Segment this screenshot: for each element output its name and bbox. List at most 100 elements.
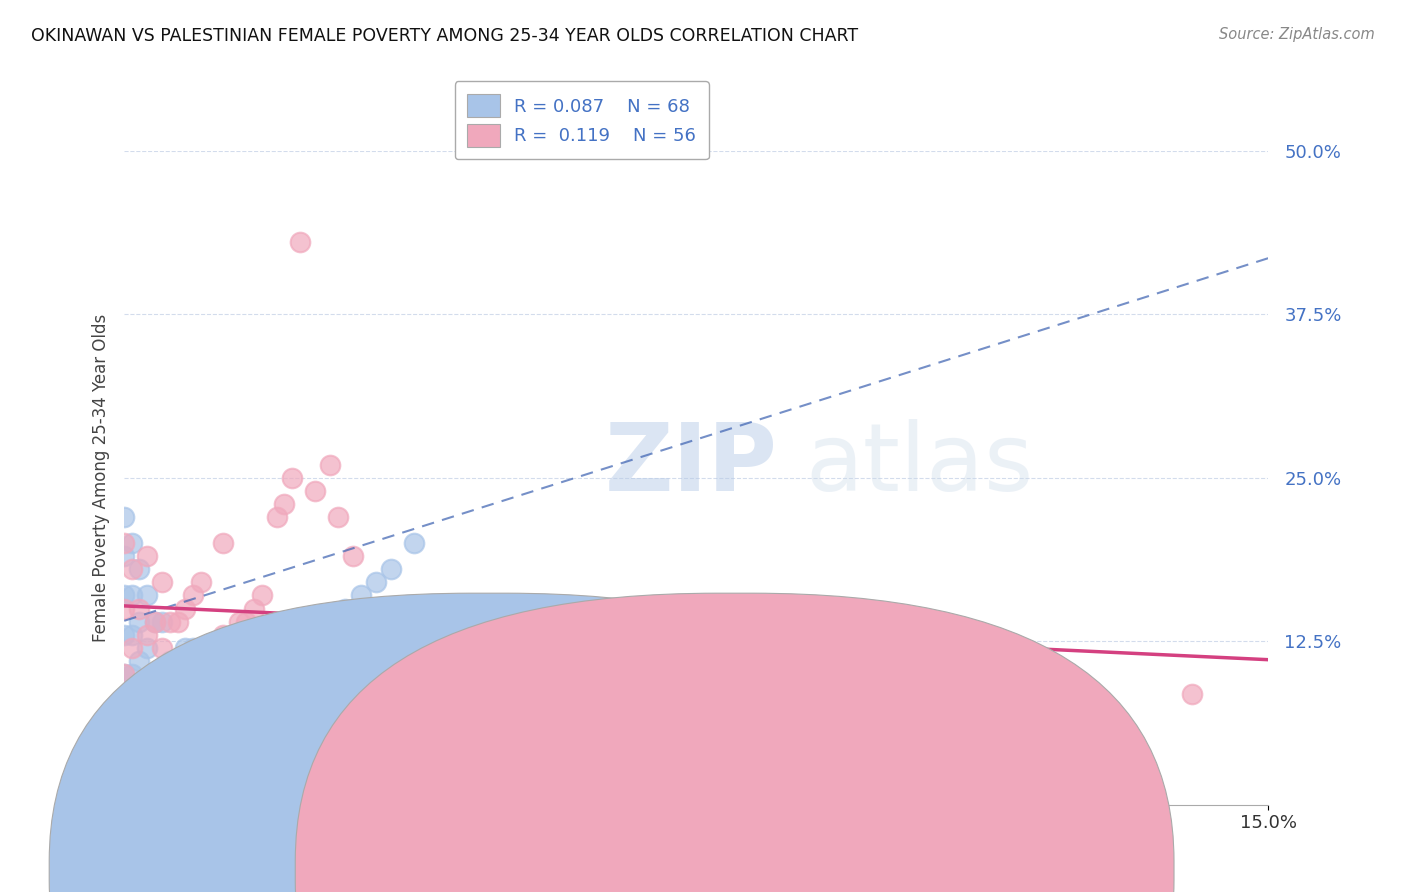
Point — [112, 549, 135, 564]
Point — [326, 510, 349, 524]
Point — [121, 640, 143, 655]
Point — [197, 640, 219, 655]
Point — [143, 693, 166, 707]
Point — [121, 589, 143, 603]
Point — [174, 693, 197, 707]
Point — [418, 654, 440, 668]
Point — [128, 719, 150, 733]
Point — [723, 640, 745, 655]
Point — [181, 589, 204, 603]
Point — [181, 640, 204, 655]
Point — [204, 640, 226, 655]
Point — [150, 667, 173, 681]
Text: OKINAWAN VS PALESTINIAN FEMALE POVERTY AMONG 25-34 YEAR OLDS CORRELATION CHART: OKINAWAN VS PALESTINIAN FEMALE POVERTY A… — [31, 27, 858, 45]
Point — [273, 497, 295, 511]
Point — [121, 719, 143, 733]
Point — [159, 654, 181, 668]
Point — [166, 680, 188, 694]
Point — [685, 667, 707, 681]
Point — [128, 601, 150, 615]
Point — [136, 640, 159, 655]
Point — [197, 667, 219, 681]
Point — [128, 745, 150, 759]
Point — [174, 732, 197, 747]
Point — [281, 471, 304, 485]
Point — [250, 589, 273, 603]
Point — [128, 654, 150, 668]
Point — [112, 510, 135, 524]
Point — [174, 640, 197, 655]
Point — [136, 628, 159, 642]
Point — [304, 628, 326, 642]
Point — [112, 732, 135, 747]
Point — [128, 562, 150, 576]
Point — [121, 667, 143, 681]
Point — [150, 693, 173, 707]
Point — [143, 706, 166, 720]
Point — [112, 667, 135, 681]
Point — [266, 510, 288, 524]
Point — [121, 562, 143, 576]
Point — [335, 601, 357, 615]
Point — [128, 615, 150, 629]
Point — [143, 615, 166, 629]
Point — [166, 680, 188, 694]
Point — [342, 549, 364, 564]
Point — [174, 601, 197, 615]
Point — [364, 575, 387, 590]
Text: Source: ZipAtlas.com: Source: ZipAtlas.com — [1219, 27, 1375, 42]
Point — [1181, 686, 1204, 700]
Y-axis label: Female Poverty Among 25-34 Year Olds: Female Poverty Among 25-34 Year Olds — [93, 314, 110, 642]
Point — [190, 654, 212, 668]
Point — [136, 693, 159, 707]
Point — [212, 536, 235, 550]
Point — [243, 601, 266, 615]
Point — [319, 458, 342, 472]
Point — [319, 615, 342, 629]
Point — [235, 615, 257, 629]
Point — [136, 719, 159, 733]
Point — [128, 693, 150, 707]
Text: atlas: atlas — [806, 418, 1033, 511]
Point — [250, 667, 273, 681]
Point — [181, 693, 204, 707]
Point — [495, 628, 517, 642]
Point — [404, 536, 426, 550]
Point — [136, 745, 159, 759]
Point — [150, 706, 173, 720]
Point — [235, 680, 257, 694]
Text: Palestinians: Palestinians — [763, 862, 870, 880]
Point — [112, 693, 135, 707]
Point — [166, 615, 188, 629]
Point — [174, 667, 197, 681]
Point — [143, 615, 166, 629]
Point — [456, 640, 478, 655]
Point — [159, 680, 181, 694]
Point — [112, 667, 135, 681]
Point — [190, 680, 212, 694]
Point — [350, 589, 373, 603]
Point — [112, 589, 135, 603]
Point — [112, 628, 135, 642]
Point — [219, 693, 242, 707]
Point — [357, 615, 380, 629]
Point — [190, 719, 212, 733]
Point — [136, 589, 159, 603]
Point — [257, 667, 280, 681]
Point — [404, 601, 426, 615]
Point — [143, 667, 166, 681]
Point — [121, 745, 143, 759]
Point — [159, 745, 181, 759]
Point — [181, 732, 204, 747]
Point — [121, 693, 143, 707]
Point — [212, 654, 235, 668]
Text: Okinawans: Okinawans — [517, 862, 616, 880]
Point — [166, 732, 188, 747]
Point — [121, 628, 143, 642]
Point — [228, 615, 250, 629]
Point — [136, 680, 159, 694]
Point — [150, 640, 173, 655]
Point — [243, 680, 266, 694]
Point — [112, 536, 135, 550]
Point — [288, 628, 311, 642]
